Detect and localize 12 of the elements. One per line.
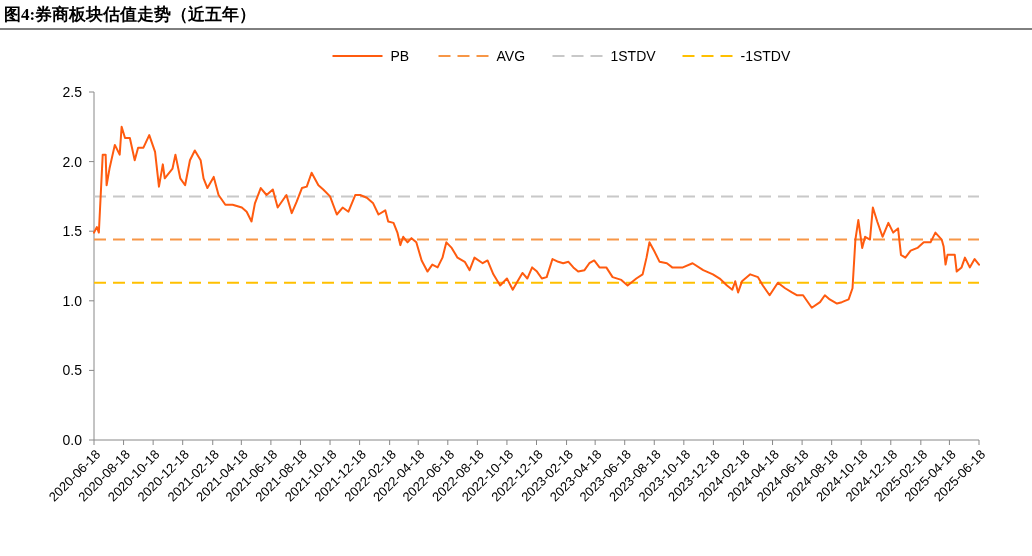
- y-tick-label: 2.0: [62, 153, 83, 170]
- legend-label: AVG: [496, 47, 526, 64]
- line-series: [93, 125, 980, 309]
- legend-label: PB: [390, 47, 410, 64]
- y-tick-label: 1.5: [62, 223, 83, 240]
- legend-label: -1STDV: [740, 47, 791, 64]
- y-tick-label: 0.0: [62, 431, 83, 448]
- y-tick-label: 1.0: [62, 292, 83, 309]
- y-tick-label: 0.5: [62, 362, 83, 379]
- chart-title: 图4:券商板块估值走势（近五年）: [4, 5, 257, 24]
- y-tick-label: 2.5: [62, 83, 83, 100]
- legend-label: 1STDV: [610, 47, 657, 64]
